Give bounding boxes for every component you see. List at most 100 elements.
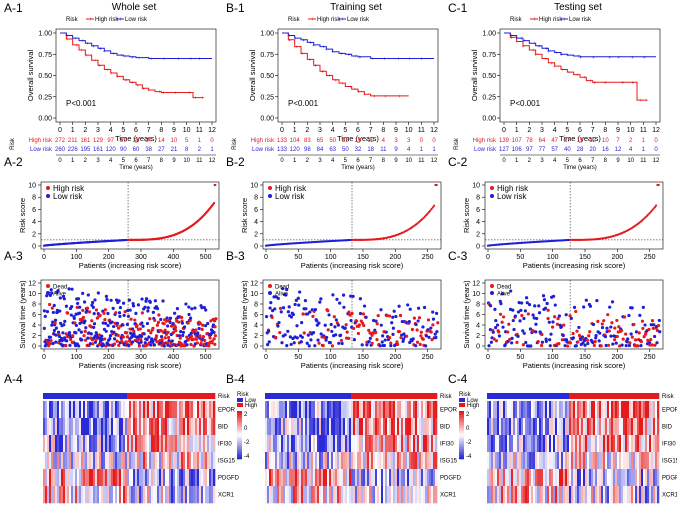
alive-point (281, 287, 285, 291)
heat-cell (145, 435, 148, 453)
alive-point (309, 338, 313, 342)
dead-point (376, 314, 380, 318)
heat-cell (407, 486, 410, 504)
dead-point (362, 323, 366, 328)
alive-point (605, 326, 609, 330)
scale-cell (237, 439, 242, 442)
heat-cell (111, 401, 114, 419)
risk-annotation-cell (189, 393, 192, 399)
heat-cell (155, 418, 158, 436)
heat-cell (525, 418, 528, 436)
heat-cell (317, 435, 320, 453)
alive-point (140, 321, 144, 325)
y-tick-label: 4 (254, 323, 258, 330)
alive-point (196, 331, 200, 335)
heat-cell (645, 486, 648, 504)
heat-cell (131, 435, 134, 453)
heat-cell (569, 469, 572, 487)
heat-cell (351, 401, 354, 419)
heat-cell (503, 452, 506, 470)
heat-cell (137, 435, 140, 453)
y-tick-label: 0.25 (482, 94, 496, 101)
alive-point (600, 325, 605, 330)
dead-point (646, 338, 650, 342)
legend-mark: + (311, 17, 315, 23)
heat-cell (609, 401, 612, 419)
alive-point (48, 293, 52, 298)
heat-cell (123, 401, 126, 419)
x-tick-label: 400 (167, 354, 179, 361)
heat-cell (293, 435, 296, 453)
heat-cell (403, 469, 406, 487)
risk-annotation-cell (419, 393, 422, 399)
heat-cell (415, 452, 418, 470)
heat-cell (351, 452, 354, 470)
heat-cell (509, 486, 512, 504)
heat-cell (427, 401, 430, 419)
dead-point (71, 334, 75, 338)
risk-point (433, 204, 436, 207)
alive-point (43, 314, 47, 318)
heat-cell (433, 418, 436, 436)
heat-cell (563, 452, 566, 470)
heat-cell (45, 452, 48, 470)
heat-cell (191, 435, 194, 453)
heat-cell (501, 469, 504, 487)
alive-point (494, 325, 498, 330)
heat-cell (599, 486, 602, 504)
heat-cell (153, 401, 156, 419)
x-tick-label: 7 (369, 127, 373, 134)
alive-point (545, 301, 549, 306)
heat-cell (121, 469, 124, 487)
heat-cell (543, 452, 546, 470)
alive-point (159, 334, 164, 339)
alive-point (510, 336, 514, 340)
alive-point (487, 344, 491, 348)
dead-point (370, 341, 374, 345)
heat-cell (363, 486, 366, 504)
x-tick-label: 12 (208, 127, 216, 134)
gene-label: IFI30 (440, 442, 454, 448)
alive-point (510, 341, 514, 345)
alive-point (325, 335, 329, 340)
risk-time-label: 4 (553, 158, 557, 164)
heat-cell (323, 469, 326, 487)
risk-annotation-cell (385, 393, 388, 399)
heat-cell (431, 435, 434, 453)
heat-cell (603, 418, 606, 436)
risk-annotation-cell (505, 393, 508, 399)
dead-point (615, 334, 619, 339)
heat-cell (383, 418, 386, 436)
heat-cell (581, 469, 584, 487)
alive-point (276, 324, 280, 328)
heat-cell (381, 435, 384, 453)
heat-cell (193, 401, 196, 419)
heat-cell (107, 469, 110, 487)
x-tick-label: 11 (640, 127, 647, 134)
heat-cell (397, 435, 400, 453)
y-tick-label: 8 (476, 302, 480, 309)
scale-cell (459, 437, 464, 440)
risk-count: 84 (317, 147, 324, 153)
risk-count: 0 (654, 138, 658, 144)
heat-cell (521, 401, 524, 419)
risk-count: 57 (551, 147, 558, 153)
alive-point (151, 339, 155, 343)
risk-annotation-cell (165, 393, 168, 399)
alive-point (58, 321, 63, 325)
heat-cell (53, 486, 56, 504)
heat-cell (427, 435, 430, 453)
y-tick-label: 2 (254, 231, 258, 238)
heat-cell (527, 401, 530, 419)
heat-cell (525, 452, 528, 470)
heat-cell (169, 418, 172, 436)
risk-count: 10 (602, 138, 609, 144)
risk-annotation-cell (533, 393, 536, 399)
gene-label: XCR1 (440, 493, 457, 499)
heat-cell (165, 418, 168, 436)
risk-annotation-cell (345, 393, 348, 399)
heat-cell (397, 486, 400, 504)
legend-label-low: Low risk (347, 17, 370, 23)
heat-cell (331, 435, 334, 453)
